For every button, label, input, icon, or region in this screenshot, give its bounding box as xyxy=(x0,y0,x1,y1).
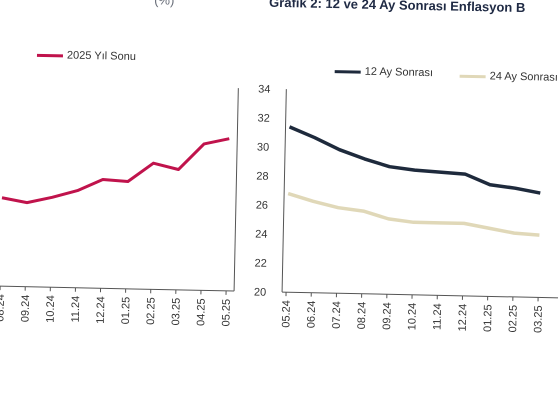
left-x-tick-label: 10.24 xyxy=(45,295,58,323)
y-tick-label: 34 xyxy=(258,84,270,96)
right-x-tick-label: 01.25 xyxy=(482,304,495,332)
left-x-tick-label: 04.25 xyxy=(195,298,208,326)
right-x-tick-label: 10.24 xyxy=(406,303,419,331)
right-x-tick-label: 06.24 xyxy=(306,301,319,329)
y-tick-label: 30 xyxy=(257,142,269,154)
left-x-tick-label: 12.24 xyxy=(95,296,108,324)
left-chart-axis xyxy=(234,88,238,291)
left-x-tick-label: 02.25 xyxy=(145,297,158,325)
right-x-tick-label: 05.24 xyxy=(280,300,293,328)
left-x-tick-label: 08.24 xyxy=(0,294,7,322)
right-x-tick-label: 02.25 xyxy=(507,305,520,333)
y-tick-label: 26 xyxy=(256,199,268,211)
y-tick-label: 24 xyxy=(255,228,267,240)
series-line-2025 xyxy=(2,134,229,207)
right-x-tick-label: 12.24 xyxy=(457,304,470,332)
left-chart-x-axis xyxy=(0,286,234,291)
left-x-tick-label: 03.25 xyxy=(170,298,183,326)
left-x-tick-label: 11.24 xyxy=(70,296,83,323)
left-x-tick-label: 01.25 xyxy=(120,297,133,325)
right-x-tick-label: 08.24 xyxy=(356,302,369,330)
left-x-tick-label: 09.24 xyxy=(19,295,32,323)
left-x-tick-label: 05.25 xyxy=(220,299,233,327)
right-x-tick-label: 11.24 xyxy=(432,303,445,330)
series-line-12ay xyxy=(288,127,541,193)
y-tick-label: 22 xyxy=(254,257,266,269)
right-chart-x-axis xyxy=(282,292,560,298)
series-line-24ay xyxy=(287,194,540,236)
right-x-tick-label: 07.24 xyxy=(331,301,344,329)
right-x-tick-label: 03.25 xyxy=(532,305,545,333)
right-x-tick-label: 09.24 xyxy=(381,302,394,330)
y-tick-label: 28 xyxy=(256,171,268,183)
y-tick-label: 20 xyxy=(254,286,266,298)
right-chart-y-axis xyxy=(282,89,286,292)
y-tick-label: 32 xyxy=(257,113,269,125)
